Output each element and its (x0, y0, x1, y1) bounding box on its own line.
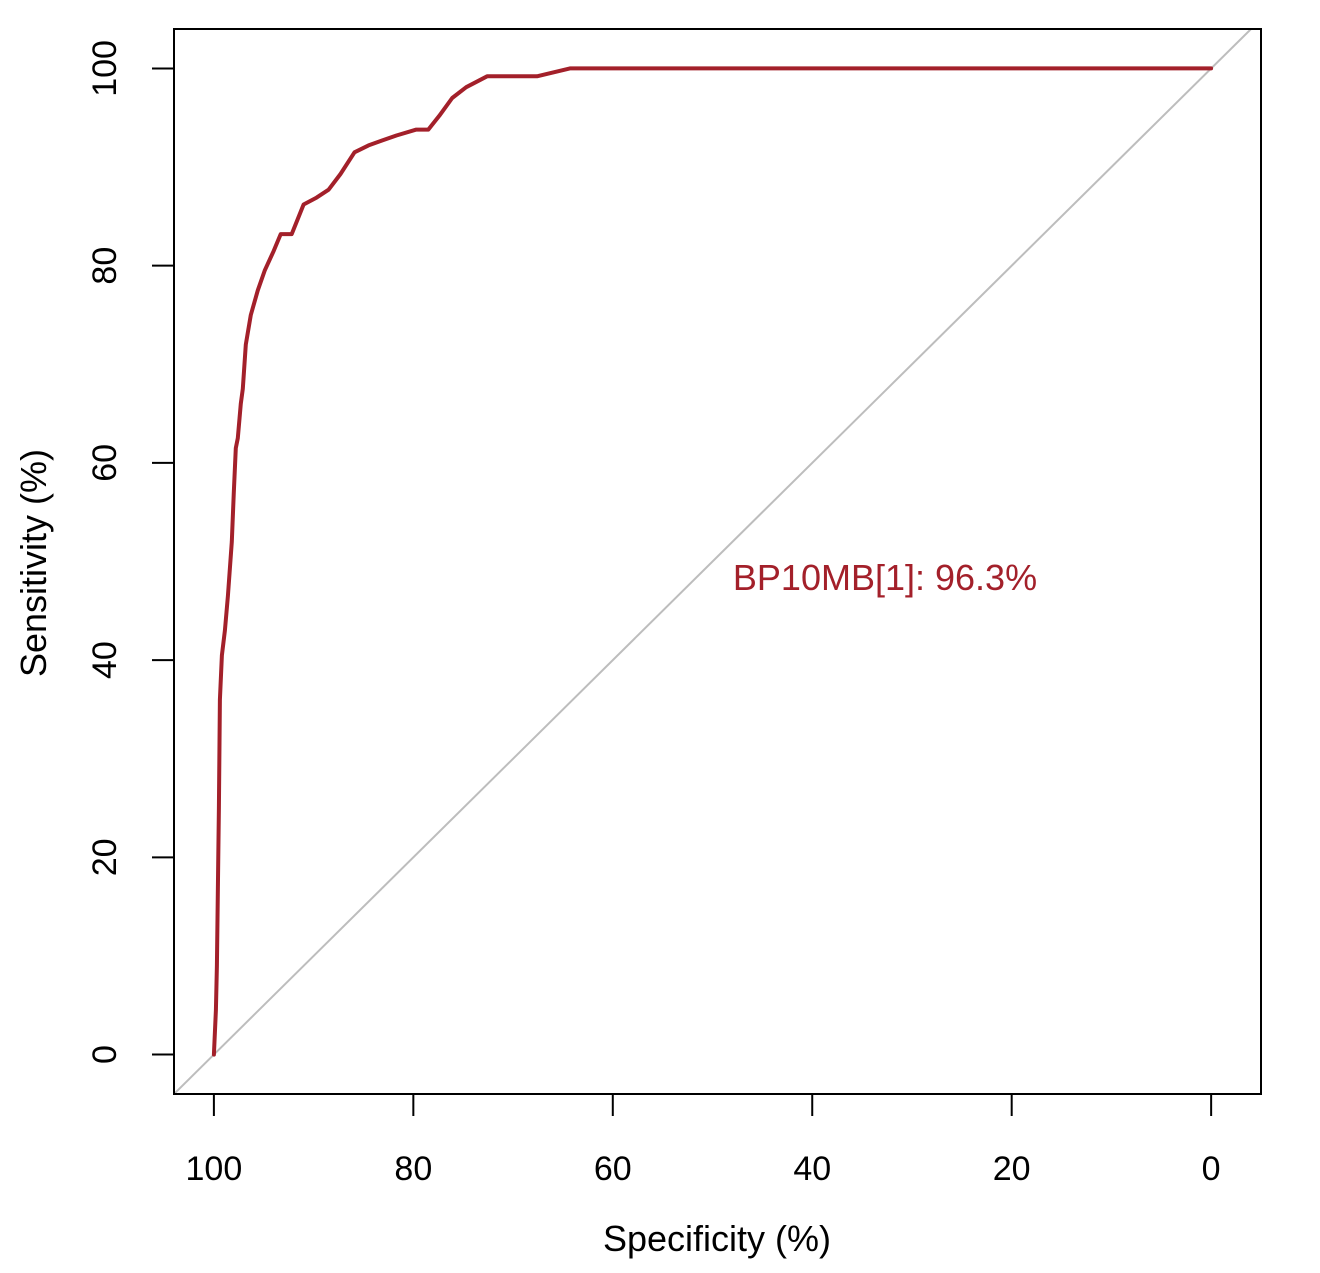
x-axis: 100 80 60 40 20 0 (186, 1093, 1221, 1188)
roc-curve-line (211, 66, 1214, 1057)
y-axis: 0 20 40 60 80 100 (86, 40, 175, 1064)
x-tick-label: 20 (993, 1150, 1031, 1188)
x-axis-title: Specificity (%) (603, 1218, 831, 1259)
x-tick-label: 80 (394, 1150, 432, 1188)
reference-diagonal-line (174, 29, 1252, 1094)
y-tick-label: 100 (86, 40, 124, 97)
y-tick-label: 20 (86, 838, 124, 876)
x-tick-label: 0 (1202, 1150, 1221, 1188)
y-tick-label: 80 (86, 247, 124, 285)
x-tick-label: 40 (793, 1150, 831, 1188)
x-tick-label: 60 (594, 1150, 632, 1188)
y-axis-title: Sensitivity (%) (13, 449, 54, 677)
y-tick-label: 60 (86, 444, 124, 482)
plot-frame (173, 28, 1262, 1095)
y-tick-label: 0 (86, 1045, 124, 1064)
annotation-auc: BP10MB[1]: 96.3% (733, 557, 1037, 598)
plot-area (174, 29, 1252, 1094)
x-tick-label: 100 (186, 1150, 243, 1188)
y-tick-label: 40 (86, 641, 124, 679)
